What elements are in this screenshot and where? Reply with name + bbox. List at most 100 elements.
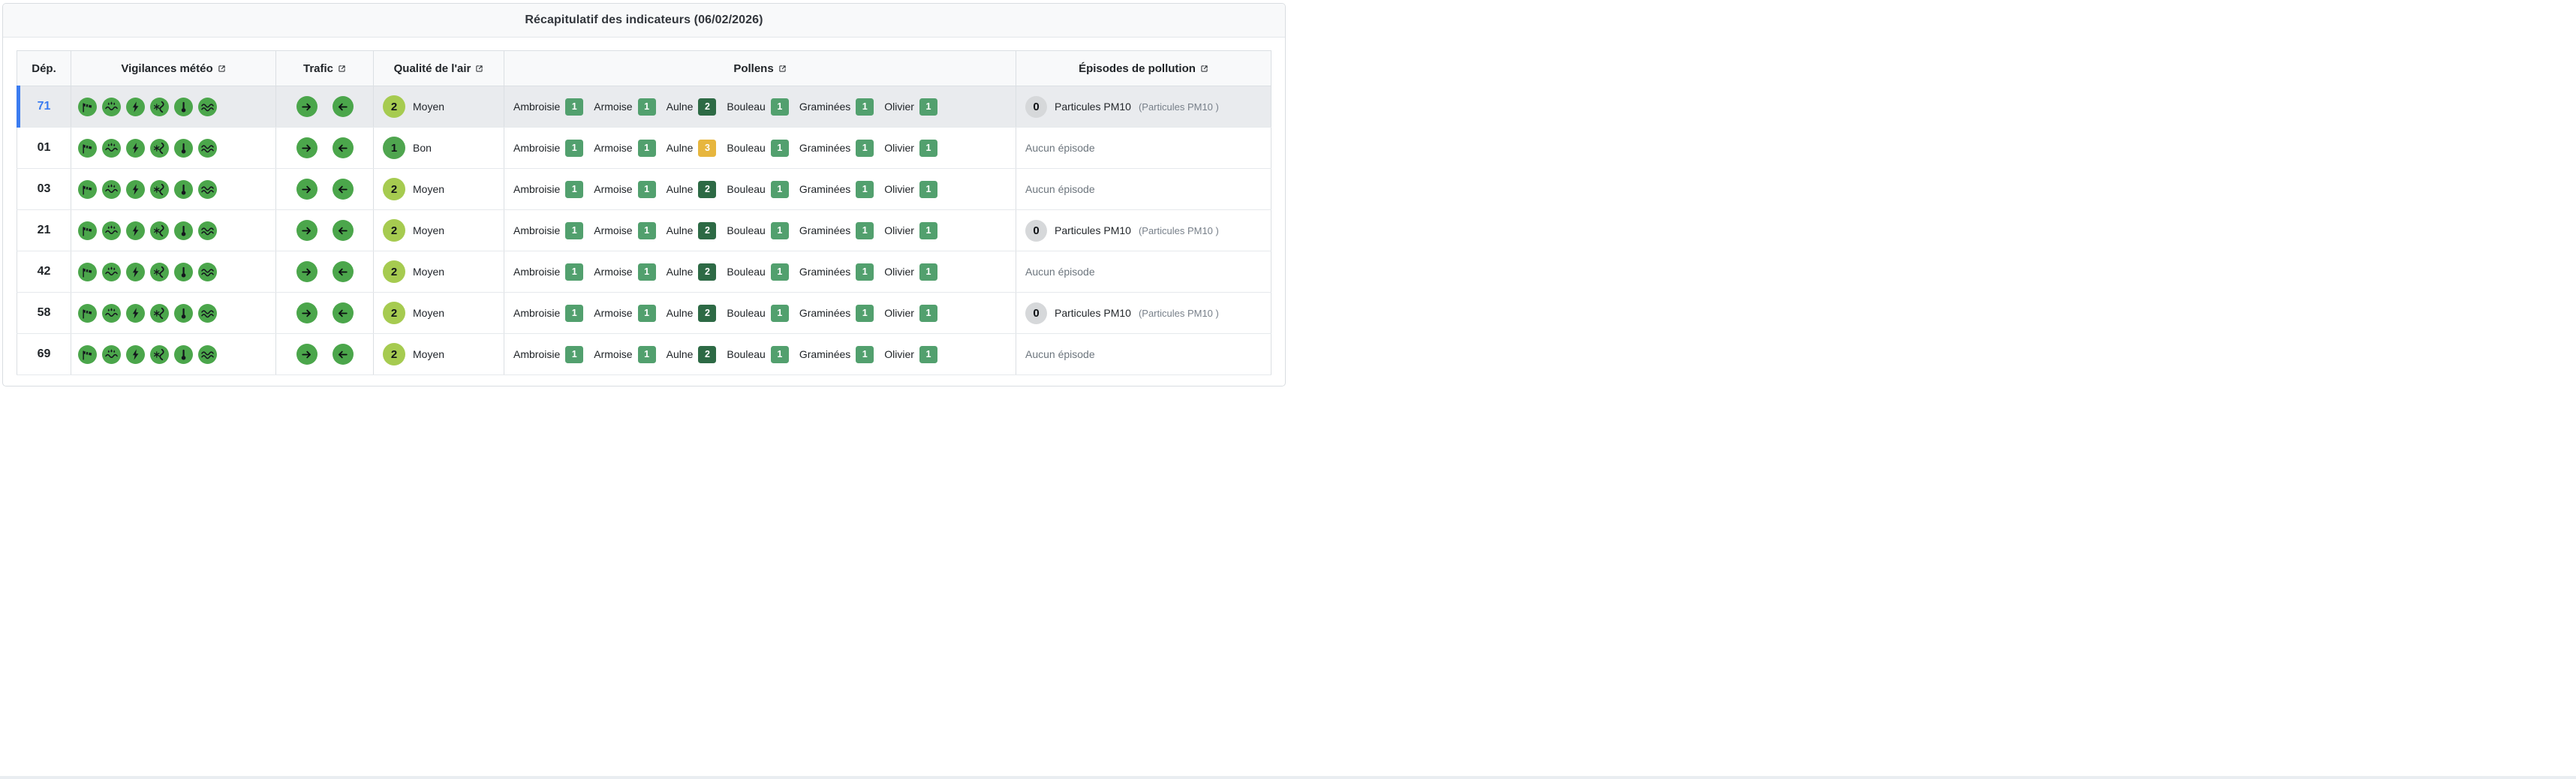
pollen-name: Aulne — [666, 224, 694, 236]
dep-number: 01 — [37, 141, 51, 154]
dep-number: 03 — [37, 182, 51, 195]
pollen-item: Aulne 2 — [667, 98, 717, 116]
header-row: Dép. Vigilances météo Trafic Qualité de … — [17, 50, 1271, 86]
pollen-item: Ambroisie 1 — [513, 98, 584, 116]
pollen-name: Olivier — [884, 142, 914, 154]
pollen-item: Graminées 1 — [799, 263, 874, 281]
pollen-name: Ambroisie — [513, 266, 561, 278]
external-link-icon[interactable] — [1200, 65, 1208, 73]
pollen-level-badge: 1 — [856, 263, 874, 281]
pollen-name: Aulne — [666, 307, 694, 319]
trafic-arrow-left-icon — [332, 220, 354, 241]
indicators-card: Récapitulatif des indicateurs (06/02/202… — [2, 3, 1286, 386]
pollen-level-badge: 1 — [637, 345, 656, 363]
trafic-arrow-left-icon — [332, 96, 354, 117]
pollen-level-badge: 2 — [698, 180, 717, 198]
dep-cell: 71 — [17, 86, 71, 128]
dep-cell: 69 — [17, 333, 71, 375]
pollen-name: Graminées — [799, 224, 851, 236]
trafic-arrow-left-icon — [332, 137, 354, 158]
pollen-item: Olivier 1 — [884, 345, 937, 363]
rain-flood-icon — [102, 97, 121, 116]
column-header-qualite-air: Qualité de l'air — [373, 50, 504, 86]
qualite-air-cell: 2 Moyen — [373, 86, 504, 128]
thunderstorm-icon — [126, 303, 145, 323]
dep-cell: 58 — [17, 292, 71, 334]
trafic-arrow-right-icon — [296, 96, 317, 117]
trafic-arrow-right-icon — [296, 137, 317, 158]
pollen-name: Olivier — [884, 183, 914, 195]
trafic-cell — [275, 86, 374, 128]
air-quality-index-badge: 1 — [383, 137, 405, 159]
pollen-level-badge: 1 — [637, 263, 656, 281]
column-label: Vigilances météo — [121, 62, 213, 75]
pollen-name: Armoise — [594, 348, 633, 360]
pollen-name: Aulne — [666, 348, 694, 360]
external-link-icon[interactable] — [778, 65, 787, 73]
pollens-cell: Ambroisie 1 Armoise 1 Aulne 2 Bouleau 1 … — [504, 86, 1016, 128]
rain-flood-icon — [102, 303, 121, 323]
wind-sock-icon — [78, 138, 97, 158]
pollen-name: Olivier — [884, 307, 914, 319]
qualite-air-cell: 2 Moyen — [373, 251, 504, 293]
pollen-name: Aulne — [666, 142, 694, 154]
vigilances-cell — [71, 333, 276, 375]
pollen-level-badge: 1 — [919, 345, 937, 363]
pollen-item: Aulne 2 — [666, 304, 717, 322]
pollen-item: Bouleau 1 — [727, 180, 789, 198]
pollen-level-badge: 1 — [770, 304, 789, 322]
pollen-item: Graminées 1 — [799, 139, 874, 157]
dep-number: 42 — [37, 265, 51, 278]
trafic-cell — [275, 168, 374, 210]
pollen-name: Armoise — [594, 266, 633, 278]
air-quality-label: Moyen — [413, 224, 445, 236]
snow-ice-icon — [150, 262, 169, 281]
external-link-icon[interactable] — [475, 65, 483, 73]
pollen-level-badge: 1 — [637, 139, 656, 157]
table-row-dep-69[interactable]: 69 2 Moyen Ambroisie 1 Armoise 1 Aulne 2… — [17, 333, 1271, 375]
episodes-pollution-cell: Aucun épisode — [1016, 333, 1271, 375]
snow-ice-icon — [150, 138, 169, 158]
column-header-vigilances: Vigilances météo — [71, 50, 276, 86]
pollen-item: Graminées 1 — [799, 98, 874, 116]
pollen-name: Bouleau — [727, 224, 766, 236]
no-episode-label: Aucun épisode — [1025, 183, 1095, 195]
pollen-level-badge: 1 — [856, 221, 874, 239]
table-row-dep-71[interactable]: 71 2 Moyen Ambroisie 1 Armoise 1 Aulne 2… — [17, 86, 1271, 128]
external-link-icon[interactable] — [218, 65, 226, 73]
trafic-arrow-left-icon — [332, 344, 354, 365]
table-row-dep-03[interactable]: 03 2 Moyen Ambroisie 1 Armoise 1 Aulne 2… — [17, 168, 1271, 210]
indicators-table: Dép. Vigilances météo Trafic Qualité de … — [17, 50, 1271, 375]
waves-icon — [198, 179, 217, 199]
external-link-icon[interactable] — [338, 65, 346, 73]
pollen-level-badge: 1 — [856, 98, 874, 116]
page-title: Récapitulatif des indicateurs (06/02/202… — [525, 14, 763, 26]
air-quality-label: Moyen — [413, 101, 445, 113]
pollen-item: Olivier 1 — [884, 304, 937, 322]
snow-ice-icon — [150, 221, 169, 240]
table-row-dep-58[interactable]: 58 2 Moyen Ambroisie 1 Armoise 1 Aulne 2… — [17, 292, 1271, 334]
pollen-level-badge: 1 — [856, 180, 874, 198]
pollen-name: Aulne — [666, 101, 694, 113]
table-row-dep-21[interactable]: 21 2 Moyen Ambroisie 1 Armoise 1 Aulne 2… — [17, 209, 1271, 251]
dep-number: 71 — [37, 100, 51, 113]
table-row-dep-42[interactable]: 42 2 Moyen Ambroisie 1 Armoise 1 Aulne 2… — [17, 251, 1271, 293]
pollen-level-badge: 2 — [698, 304, 717, 322]
pollen-level-badge: 1 — [770, 98, 789, 116]
pollen-item: Ambroisie 1 — [513, 304, 584, 322]
table-row-dep-01[interactable]: 01 1 Bon Ambroisie 1 Armoise 1 Aulne 3 B… — [17, 127, 1271, 169]
pollens-cell: Ambroisie 1 Armoise 1 Aulne 2 Bouleau 1 … — [504, 168, 1016, 210]
air-quality-label: Moyen — [413, 307, 445, 319]
air-quality-index-badge: 2 — [383, 302, 405, 324]
pollen-name: Olivier — [884, 101, 914, 113]
pollen-item: Aulne 2 — [667, 180, 717, 198]
pollen-level-badge: 1 — [770, 263, 789, 281]
pollen-item: Aulne 2 — [666, 345, 717, 363]
pollen-item: Bouleau 1 — [727, 345, 789, 363]
pollen-item: Bouleau 1 — [727, 263, 789, 281]
pollen-level-badge: 1 — [856, 304, 874, 322]
pollen-item: Aulne 3 — [666, 139, 717, 157]
air-quality-index-badge: 2 — [383, 219, 405, 242]
dep-cell: 42 — [17, 251, 71, 293]
snow-ice-icon — [150, 344, 169, 364]
